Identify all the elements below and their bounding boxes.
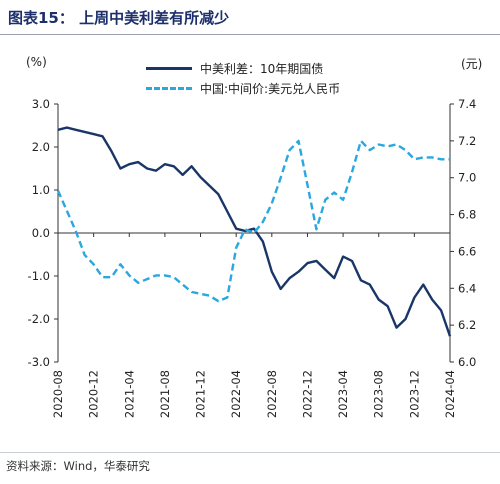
right-y-tick-label: 6.2 bbox=[458, 318, 476, 332]
x-tick-label: 2021-04 bbox=[122, 370, 136, 418]
figure-title: 图表15： 上周中美利差有所减少 bbox=[8, 9, 230, 27]
legend-swatch-solid bbox=[146, 66, 192, 70]
right-axis-unit: (元) bbox=[461, 57, 483, 71]
source-note: 资料来源：Wind，华泰研究 bbox=[6, 459, 150, 473]
left-y-tick-label: -3.0 bbox=[28, 355, 50, 369]
legend-swatch-dashed bbox=[146, 86, 192, 90]
x-tick-label: 2020-08 bbox=[51, 370, 65, 418]
left-y-tick-label: 1.0 bbox=[32, 183, 50, 197]
x-tick-label: 2023-12 bbox=[407, 370, 421, 418]
right-y-tick-label: 6.6 bbox=[458, 244, 476, 258]
x-tick-label: 2021-08 bbox=[158, 370, 172, 418]
right-y-tick-label: 7.0 bbox=[458, 171, 476, 185]
legend-item-spread: 中美利差：10年期国债 bbox=[146, 58, 340, 78]
right-y-tick-label: 6.4 bbox=[458, 281, 476, 295]
x-tick-label: 2022-08 bbox=[265, 370, 279, 418]
series-line-usdcny bbox=[56, 139, 450, 303]
legend-label-usdcny: 中国:中间价:美元兑人民币 bbox=[200, 81, 341, 96]
right-y-tick-label: 6.0 bbox=[458, 355, 476, 369]
x-tick-label: 2021-12 bbox=[194, 370, 208, 418]
left-y-tick-label: 3.0 bbox=[32, 97, 50, 111]
x-tick-label: 2023-04 bbox=[336, 370, 350, 418]
x-tick-label: 2022-12 bbox=[300, 370, 314, 418]
series-line-spread bbox=[57, 126, 452, 337]
x-tick-label: 2022-04 bbox=[229, 370, 243, 418]
left-y-tick-label: 0.0 bbox=[32, 226, 50, 240]
chart-legend: 中美利差：10年期国债 中国:中间价:美元兑人民币 bbox=[146, 58, 340, 98]
x-tick-label: 2024-04 bbox=[443, 370, 457, 418]
header-divider bbox=[0, 34, 500, 35]
left-y-tick-label: 2.0 bbox=[32, 140, 50, 154]
x-tick-label: 2020-12 bbox=[87, 370, 101, 418]
footer-divider bbox=[0, 452, 500, 453]
right-y-tick-label: 7.2 bbox=[458, 134, 476, 148]
right-y-tick-label: 7.4 bbox=[458, 97, 476, 111]
left-axis-unit: (%) bbox=[26, 55, 47, 69]
legend-label-spread: 中美利差：10年期国债 bbox=[200, 61, 324, 76]
left-y-tick-label: -2.0 bbox=[28, 312, 50, 326]
figure-header: 图表15： 上周中美利差有所减少 bbox=[0, 0, 500, 34]
x-tick-label: 2023-08 bbox=[372, 370, 386, 418]
left-y-tick-label: -1.0 bbox=[28, 269, 50, 283]
right-y-tick-label: 6.8 bbox=[458, 208, 476, 222]
legend-item-usdcny: 中国:中间价:美元兑人民币 bbox=[146, 78, 340, 98]
